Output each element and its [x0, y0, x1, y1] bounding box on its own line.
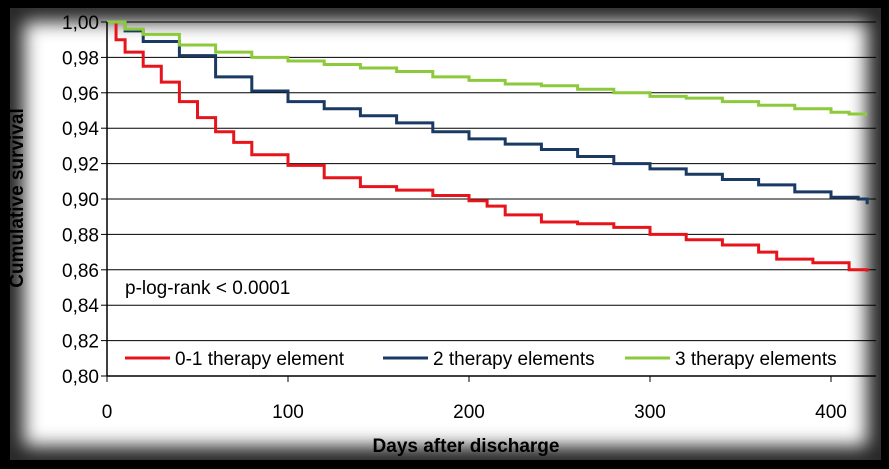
x-tick-label: 0 — [102, 402, 113, 423]
y-tick-label: 0,82 — [62, 332, 99, 353]
x-axis-title: Days after discharge — [373, 436, 560, 457]
y-axis-title: Cumulative survival — [7, 108, 28, 288]
legend-label-2: 2 therapy elements — [433, 349, 595, 370]
series-line-3 — [107, 20, 868, 116]
y-tick-label: 0,84 — [62, 296, 99, 317]
x-tick-label: 400 — [815, 402, 847, 423]
x-tick-labels: 0 100 200 300 400 — [102, 402, 847, 423]
y-tick-labels: 0,80 0,82 0,84 0,86 0,88 0,90 0,92 0,94 0,96 0,98… — [62, 13, 99, 388]
legend: 0-1 therapy element 2 therapy elements 3 t… — [125, 349, 837, 370]
series-line-2 — [107, 20, 869, 205]
y-tick-label: 0,98 — [62, 48, 99, 69]
y-tick-label: 0,80 — [62, 367, 99, 388]
y-tick-label: 0,92 — [62, 155, 99, 176]
y-tick-label: 0,86 — [62, 261, 99, 282]
series-line-1 — [107, 20, 869, 272]
log-rank-annotation: p-log-rank < 0.0001 — [125, 278, 290, 299]
grid-lines — [101, 21, 876, 382]
y-tick-label: 0,88 — [62, 225, 99, 246]
y-tick-label: 0,94 — [62, 119, 99, 140]
x-tick-label: 200 — [453, 402, 485, 423]
x-tick-label: 100 — [272, 402, 304, 423]
x-tick-label: 300 — [634, 402, 666, 423]
series-lines — [107, 20, 869, 272]
y-tick-label: 0,96 — [62, 84, 99, 105]
legend-label-1: 0-1 therapy element — [175, 349, 345, 370]
y-tick-label: 1,00 — [62, 13, 99, 34]
y-tick-label: 0,90 — [62, 190, 99, 211]
legend-label-3: 3 therapy elements — [675, 349, 837, 370]
